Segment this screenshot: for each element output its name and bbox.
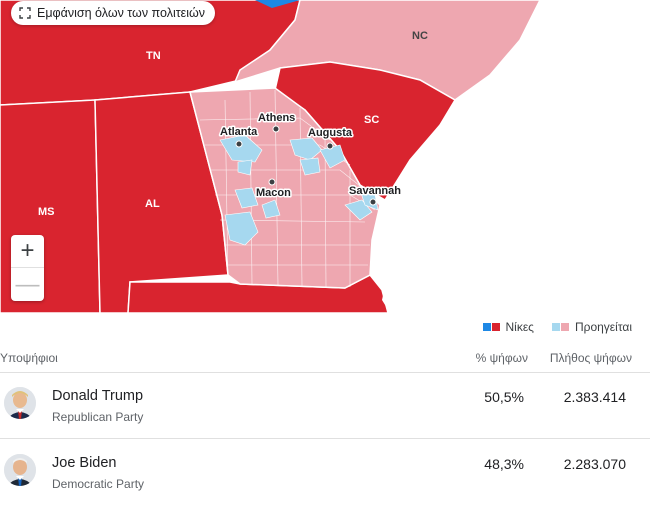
city-dot-savannah: [369, 198, 377, 206]
city-dot-athens: [272, 125, 280, 133]
dem-counties: [219, 134, 379, 246]
zoom-controls: + —: [11, 235, 44, 301]
candidate-party: Republican Party: [52, 410, 144, 424]
table-row: Joe Biden Democratic Party 48,3% 2.283.0…: [0, 440, 650, 505]
election-map[interactable]: TN NC SC MS AL Atlanta Athens Augusta Ma…: [0, 0, 650, 313]
candidate-name: Donald Trump: [52, 388, 144, 404]
label-ms: MS: [38, 206, 55, 218]
city-label-augusta: Augusta: [308, 127, 353, 139]
avatar: [4, 454, 36, 486]
label-al: AL: [145, 198, 160, 210]
map-canvas[interactable]: TN NC SC MS AL Atlanta Athens Augusta Ma…: [0, 0, 650, 313]
zoom-in-button[interactable]: +: [11, 235, 44, 268]
candidate-percent: 50,5%: [484, 389, 524, 405]
fullscreen-icon: [19, 7, 31, 19]
city-dot-atlanta: [235, 140, 243, 148]
legend-leading-label: Προηγείται: [574, 320, 632, 334]
candidate-party: Democratic Party: [52, 477, 145, 491]
header-candidates: Υποψήφιοι: [0, 351, 58, 365]
avatar: [4, 387, 36, 419]
candidate-percent: 48,3%: [484, 456, 524, 472]
label-sc: SC: [364, 114, 379, 126]
zoom-out-button[interactable]: —: [15, 270, 40, 298]
candidate-votes: 2.283.070: [563, 456, 626, 472]
legend-wins-label: Νίκες: [505, 320, 534, 334]
results-table-header: Υποψήφιοι % ψήφων Πλήθος ψήφων: [0, 351, 650, 373]
city-label-atlanta: Atlanta: [220, 126, 258, 138]
show-all-states-label: Εμφάνιση όλων των πολιτειών: [37, 6, 206, 20]
city-dot-augusta: [326, 142, 334, 150]
candidate-name: Joe Biden: [52, 455, 117, 471]
map-legend: Νίκες Προηγείται: [482, 320, 632, 334]
header-votes: Πλήθος ψήφων: [549, 351, 632, 365]
city-label-athens: Athens: [258, 112, 295, 124]
label-nc: NC: [412, 30, 428, 42]
wins-swatch: [482, 323, 500, 331]
label-tn: TN: [146, 50, 161, 62]
show-all-states-button[interactable]: Εμφάνιση όλων των πολιτειών: [11, 1, 216, 25]
city-label-macon: Macon: [256, 187, 291, 199]
city-label-savannah: Savannah: [349, 185, 401, 197]
city-dot-macon: [268, 178, 276, 186]
candidate-votes: 2.383.414: [563, 389, 626, 405]
header-percent: % ψήφων: [475, 351, 528, 365]
leading-swatch: [551, 323, 569, 331]
table-row: Donald Trump Republican Party 50,5% 2.38…: [0, 373, 650, 439]
